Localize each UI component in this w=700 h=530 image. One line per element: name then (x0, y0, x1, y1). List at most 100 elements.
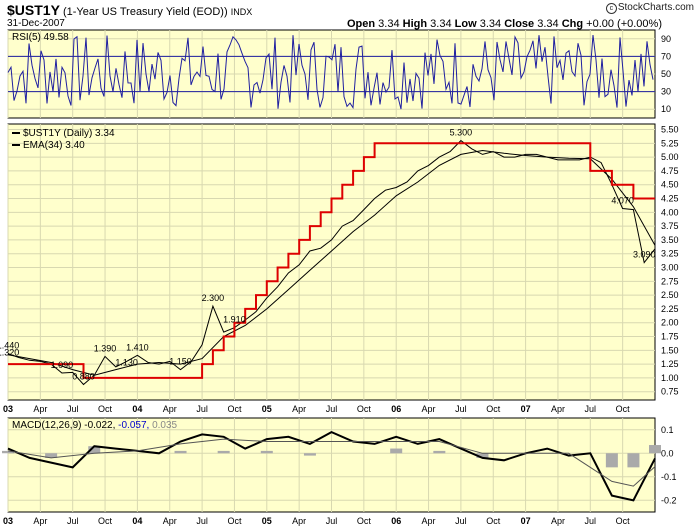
macd-x-tick-label: 04 (132, 516, 142, 526)
macd-x-tick-label: Oct (98, 516, 113, 526)
price-series-1 (7, 149, 656, 376)
price-x-tick-label: Apr (163, 404, 177, 414)
low-value: 3.34 (479, 18, 502, 30)
price-y-tick-label: 2.75 (661, 276, 679, 286)
macd-histogram-bar (45, 453, 58, 458)
price-x-tick-label: Oct (357, 404, 372, 414)
chg-value: +0.00 (+0.00%) (586, 18, 662, 30)
macd-x-tick-label: Oct (357, 516, 372, 526)
price-data-label: 0.880 (72, 372, 95, 382)
macd-x-tick-label: Jul (67, 516, 79, 526)
ohlc-summary: Open 3.34 High 3.34 Low 3.34 Close 3.34 … (347, 18, 662, 30)
price-x-tick-label: Apr (33, 404, 47, 414)
price-x-tick-label: 03 (3, 404, 13, 414)
price-data-label: 4.070 (611, 195, 634, 205)
close-label: Close (504, 18, 535, 30)
price-series-2 (8, 142, 655, 379)
macd-histogram-bar (217, 450, 230, 454)
price-y-tick-label: 0.75 (661, 387, 679, 397)
macd-histogram-bar (174, 450, 187, 454)
price-legend-text: $UST1Y (Daily) 3.34 (23, 128, 115, 139)
macd-histogram-bar (260, 450, 273, 454)
price-data-label: 1.150 (169, 357, 192, 367)
price-y-tick-label: 4.00 (661, 207, 679, 217)
rsi-line (7, 35, 654, 110)
macd-legend-part: -0.057, (115, 420, 149, 431)
macd-histogram-bar (2, 450, 14, 454)
rsi-y-tick-label: 70 (661, 51, 671, 61)
price-y-tick-label: 4.50 (661, 180, 679, 190)
price-x-tick-label: Jul (455, 404, 467, 414)
rsi-y-tick-label: 90 (661, 34, 671, 44)
close-value: 3.34 (537, 18, 559, 30)
brand-name: StockCharts.com (617, 2, 694, 13)
macd-x-tick-label: Apr (422, 516, 436, 526)
macd-histogram-bar (303, 453, 316, 456)
macd-x-tick-label: Jul (326, 516, 338, 526)
price-data-label: 1.910 (223, 315, 246, 325)
macd-y-tick-label: -0.2 (661, 495, 677, 505)
price-data-label: 5.300 (450, 128, 473, 138)
macd-histogram-bar (605, 453, 618, 468)
price-data-label: 1.130 (115, 358, 138, 368)
symbol: $UST1Y (7, 2, 60, 18)
chg-label: Chg (561, 18, 584, 30)
macd-histogram-bar (88, 446, 101, 454)
price-y-tick-label: 3.25 (661, 249, 679, 259)
price-x-tick-label: 06 (391, 404, 401, 414)
macd-legend-part: MACD(12,26,9) (12, 420, 81, 431)
macd-y-tick-label: 0.0 (661, 448, 674, 458)
price-x-tick-label: Apr (292, 404, 306, 414)
price-y-tick-label: 3.75 (661, 221, 679, 231)
price-x-tick-label: Oct (486, 404, 501, 414)
macd-x-tick-label: Apr (551, 516, 565, 526)
price-y-tick-label: 4.75 (661, 166, 679, 176)
chart-title: $UST1Y (1-Year US Treasury Yield (EOD)) … (7, 2, 252, 18)
price-x-tick-label: Apr (551, 404, 565, 414)
macd-histogram-bar (390, 448, 403, 454)
price-data-label: 1.410 (126, 342, 149, 352)
price-x-tick-label: Oct (98, 404, 113, 414)
price-data-label: 1.440 (0, 341, 19, 351)
price-data-label: 1.390 (94, 343, 117, 353)
description: (1-Year US Treasury Yield (EOD)) (62, 6, 228, 18)
macd-x-tick-label: Jul (196, 516, 208, 526)
rsi-y-tick-label: 50 (661, 69, 671, 79)
price-x-tick-label: Jul (67, 404, 79, 414)
price-y-tick-label: 1.25 (661, 359, 679, 369)
rsi-y-tick-label: 10 (661, 104, 671, 114)
macd-x-tick-label: 06 (391, 516, 401, 526)
macd-x-tick-label: Apr (292, 516, 306, 526)
macd-x-tick-label: 03 (3, 516, 13, 526)
price-legend-text: EMA(34) 3.40 (23, 140, 85, 151)
price-y-tick-label: 5.25 (661, 138, 679, 148)
high-value: 3.34 (430, 18, 452, 30)
macd-x-tick-label: Jul (585, 516, 597, 526)
macd-legend: MACD(12,26,9) -0.022, -0.057, 0.035 (12, 420, 178, 431)
price-data-label: 2.300 (202, 293, 225, 303)
macd-x-tick-label: Apr (33, 516, 47, 526)
price-y-tick-label: 1.75 (661, 332, 679, 342)
price-x-tick-label: 04 (132, 404, 142, 414)
price-y-tick-label: 3.50 (661, 235, 679, 245)
price-x-tick-label: Jul (326, 404, 338, 414)
price-x-tick-label: Jul (196, 404, 208, 414)
price-y-tick-label: 4.25 (661, 194, 679, 204)
open-label: Open (346, 18, 376, 30)
macd-x-tick-label: Oct (616, 516, 631, 526)
price-y-tick-label: 2.00 (661, 318, 679, 328)
rsi-y-tick-label: 30 (661, 87, 671, 97)
macd-histogram-bar (627, 453, 640, 468)
price-x-tick-label: Apr (422, 404, 436, 414)
macd-legend-part: -0.022, (81, 420, 115, 431)
macd-y-tick-label: 0.1 (661, 425, 674, 435)
exchange: INDX (230, 7, 253, 17)
price-y-tick-label: 1.50 (661, 345, 679, 355)
open-value: 3.34 (378, 18, 400, 30)
macd-x-tick-label: Jul (455, 516, 467, 526)
macd-x-tick-label: Oct (486, 516, 501, 526)
price-x-tick-label: 05 (262, 404, 272, 414)
price-y-tick-label: 2.25 (661, 304, 679, 314)
macd-legend-part: 0.035 (149, 420, 177, 431)
price-data-label: 3.090 (633, 250, 656, 260)
